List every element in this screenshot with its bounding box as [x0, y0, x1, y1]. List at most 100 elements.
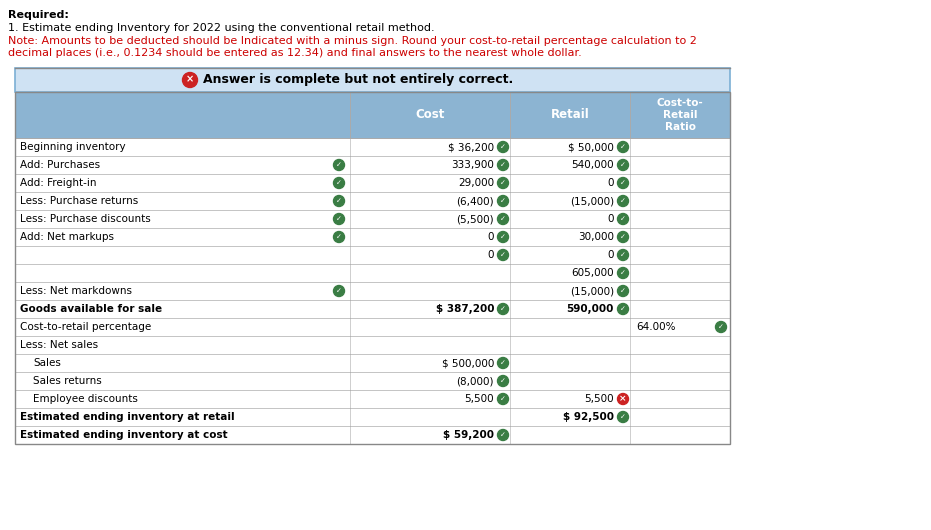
Text: ✓: ✓ [500, 360, 506, 366]
Text: ✓: ✓ [620, 216, 626, 222]
Text: Add: Freight-in: Add: Freight-in [20, 178, 97, 188]
Circle shape [497, 232, 508, 243]
Text: ✓: ✓ [336, 180, 342, 186]
Text: ✓: ✓ [620, 162, 626, 167]
Text: ✓: ✓ [620, 414, 626, 420]
FancyBboxPatch shape [15, 336, 730, 354]
Text: Cost: Cost [415, 109, 445, 121]
Circle shape [617, 178, 628, 189]
Circle shape [617, 304, 628, 314]
Circle shape [497, 250, 508, 261]
Text: 0: 0 [608, 250, 614, 260]
Circle shape [617, 196, 628, 207]
Text: ✓: ✓ [620, 270, 626, 276]
Circle shape [497, 304, 508, 314]
Circle shape [333, 286, 344, 296]
Circle shape [182, 73, 197, 87]
Circle shape [333, 196, 344, 207]
Text: $ 92,500: $ 92,500 [563, 412, 614, 422]
Text: 64.00%: 64.00% [636, 322, 676, 332]
Text: ✓: ✓ [620, 252, 626, 258]
Text: ✓: ✓ [336, 162, 342, 167]
Text: 29,000: 29,000 [458, 178, 494, 188]
Text: ✓: ✓ [336, 198, 342, 204]
FancyBboxPatch shape [15, 210, 730, 228]
Text: (15,000): (15,000) [570, 196, 614, 206]
Text: Retail: Retail [550, 109, 589, 121]
Circle shape [497, 196, 508, 207]
Text: Answer is complete but not entirely correct.: Answer is complete but not entirely corr… [203, 74, 513, 86]
FancyBboxPatch shape [15, 138, 730, 156]
Circle shape [497, 358, 508, 368]
Text: ✓: ✓ [620, 288, 626, 294]
Text: ✓: ✓ [500, 198, 506, 204]
Text: Less: Net sales: Less: Net sales [20, 340, 98, 350]
Text: Sales: Sales [33, 358, 61, 368]
FancyBboxPatch shape [15, 174, 730, 192]
Text: ✓: ✓ [336, 234, 342, 240]
Text: Note: Amounts to be deducted should be Indicated with a minus sign. Round your c: Note: Amounts to be deducted should be I… [8, 36, 697, 46]
Circle shape [333, 214, 344, 225]
Text: ✓: ✓ [500, 252, 506, 258]
Circle shape [333, 178, 344, 189]
Text: ✓: ✓ [718, 324, 724, 330]
Text: ✓: ✓ [620, 180, 626, 186]
FancyBboxPatch shape [15, 264, 730, 282]
Text: decimal places (i.e., 0.1234 should be entered as 12.34) and final answers to th: decimal places (i.e., 0.1234 should be e… [8, 48, 582, 58]
Text: 0: 0 [608, 178, 614, 188]
Text: ✓: ✓ [500, 144, 506, 149]
Text: 5,500: 5,500 [465, 394, 494, 404]
Text: 1. Estimate ending Inventory for 2022 using the conventional retail method.: 1. Estimate ending Inventory for 2022 us… [8, 23, 435, 33]
Text: 333,900: 333,900 [452, 160, 494, 170]
Circle shape [333, 160, 344, 171]
FancyBboxPatch shape [15, 228, 730, 246]
Text: Less: Purchase returns: Less: Purchase returns [20, 196, 138, 206]
Circle shape [617, 160, 628, 171]
Text: Less: Purchase discounts: Less: Purchase discounts [20, 214, 151, 224]
Circle shape [497, 160, 508, 171]
Circle shape [617, 268, 628, 278]
Text: 5,500: 5,500 [585, 394, 614, 404]
Text: Sales returns: Sales returns [33, 376, 101, 386]
Text: 590,000: 590,000 [567, 304, 614, 314]
Text: $ 500,000: $ 500,000 [441, 358, 494, 368]
Text: ✓: ✓ [500, 180, 506, 186]
Text: ✓: ✓ [500, 216, 506, 222]
Circle shape [617, 214, 628, 225]
Text: (6,400): (6,400) [456, 196, 494, 206]
Circle shape [617, 232, 628, 243]
Text: 0: 0 [488, 232, 494, 242]
Text: ✓: ✓ [620, 234, 626, 240]
Text: ✓: ✓ [500, 396, 506, 402]
Circle shape [617, 142, 628, 153]
Text: $ 36,200: $ 36,200 [448, 142, 494, 152]
FancyBboxPatch shape [15, 372, 730, 390]
FancyBboxPatch shape [15, 192, 730, 210]
FancyBboxPatch shape [15, 408, 730, 426]
Text: Beginning inventory: Beginning inventory [20, 142, 126, 152]
Text: Add: Purchases: Add: Purchases [20, 160, 101, 170]
FancyBboxPatch shape [15, 246, 730, 264]
Text: Estimated ending inventory at cost: Estimated ending inventory at cost [20, 430, 227, 440]
Circle shape [497, 375, 508, 386]
Text: ✓: ✓ [500, 162, 506, 167]
Circle shape [617, 393, 628, 404]
Text: $ 50,000: $ 50,000 [568, 142, 614, 152]
FancyBboxPatch shape [15, 426, 730, 444]
Text: ×: × [619, 394, 627, 403]
Text: 605,000: 605,000 [572, 268, 614, 278]
Circle shape [497, 214, 508, 225]
Text: ✓: ✓ [500, 432, 506, 438]
Text: Goods available for sale: Goods available for sale [20, 304, 162, 314]
Circle shape [497, 429, 508, 440]
Text: (8,000): (8,000) [456, 376, 494, 386]
Text: $ 387,200: $ 387,200 [436, 304, 494, 314]
Text: ✓: ✓ [620, 144, 626, 149]
FancyBboxPatch shape [15, 68, 730, 92]
Text: ✓: ✓ [500, 378, 506, 384]
Circle shape [497, 393, 508, 404]
Text: ×: × [186, 75, 194, 85]
Circle shape [333, 232, 344, 243]
FancyBboxPatch shape [15, 156, 730, 174]
Text: 30,000: 30,000 [578, 232, 614, 242]
